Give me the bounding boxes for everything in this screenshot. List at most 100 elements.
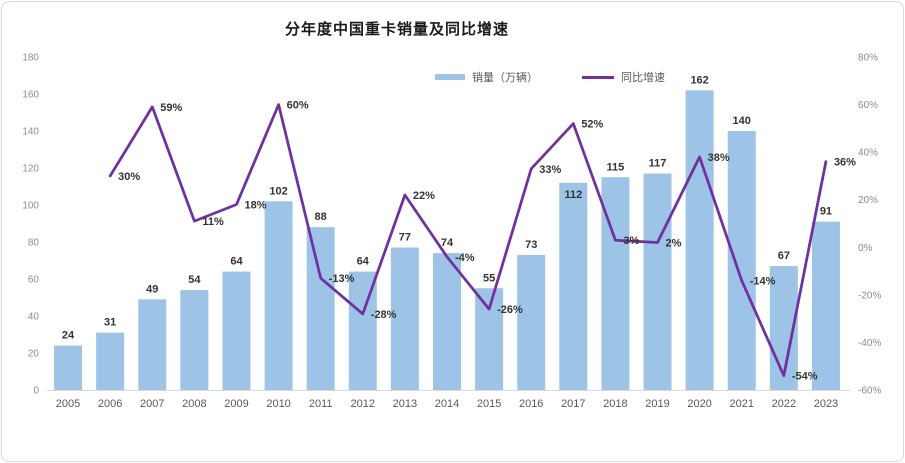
- line-label-2022: -54%: [792, 371, 818, 383]
- sales-bar-2019: [643, 173, 672, 390]
- sales-bar-2009: [222, 271, 251, 390]
- bar-label-2023: 91: [820, 206, 832, 218]
- bar-label-2008: 54: [188, 274, 201, 286]
- sales-bar-2007: [138, 299, 167, 390]
- bar-label-2012: 64: [357, 256, 370, 268]
- left-axis-tick: 20: [28, 349, 40, 360]
- line-label-2015: -26%: [497, 304, 523, 316]
- bar-label-2007: 49: [146, 283, 158, 295]
- right-axis-tick: 0%: [858, 243, 873, 254]
- bar-label-2006: 31: [104, 317, 116, 329]
- x-axis-label-2023: 2023: [814, 398, 838, 410]
- bar-label-2010: 102: [269, 185, 287, 197]
- bar-label-2018: 115: [607, 161, 625, 173]
- x-axis-label-2007: 2007: [140, 398, 164, 410]
- bar-label-2021: 140: [733, 115, 751, 127]
- sales-bar-2011: [306, 227, 335, 390]
- growth-series-label: 同比增速: [621, 72, 665, 84]
- left-axis-tick: 180: [22, 53, 39, 64]
- left-axis-tick: 120: [22, 164, 39, 175]
- bar-label-2020: 162: [690, 74, 708, 86]
- line-label-2008: 11%: [202, 216, 224, 228]
- left-axis-tick: 160: [22, 90, 39, 101]
- line-label-2017: 52%: [581, 119, 603, 131]
- right-axis-tick: 40%: [858, 148, 878, 159]
- right-axis-tick: -60%: [858, 386, 881, 397]
- legend-item-sales: 销量（万辆）: [435, 69, 538, 85]
- x-axis-label-2020: 2020: [687, 398, 711, 410]
- sales-bar-2016: [517, 254, 546, 390]
- bar-label-2013: 77: [399, 232, 411, 244]
- sales-bar-2006: [96, 332, 125, 390]
- bar-label-2019: 117: [649, 158, 667, 170]
- bar-label-2009: 64: [230, 256, 243, 268]
- line-label-2023: 36%: [834, 157, 856, 169]
- sales-bar-2023: [811, 221, 840, 390]
- left-axis-tick: 80: [28, 238, 40, 249]
- bar-label-2014: 74: [441, 237, 454, 249]
- right-axis-tick: -20%: [858, 290, 881, 301]
- line-label-2018: 3%: [623, 235, 639, 247]
- chart-title: 分年度中国重卡销量及同比增速: [284, 21, 509, 38]
- right-axis-tick: -40%: [858, 338, 881, 349]
- sales-bar-2014: [433, 253, 461, 390]
- sales-bar-2013: [390, 247, 419, 390]
- x-axis-label-2017: 2017: [561, 398, 585, 410]
- left-axis-tick: 40: [28, 312, 40, 323]
- line-label-2009: 18%: [244, 199, 266, 211]
- line-label-2012: -28%: [371, 309, 397, 321]
- sales-series-swatch: [435, 74, 465, 80]
- bar-label-2015: 55: [483, 272, 495, 284]
- chart-legend: 销量（万辆） 同比增速: [435, 69, 665, 85]
- x-axis-label-2013: 2013: [393, 398, 417, 410]
- bar-label-2005: 24: [62, 330, 75, 342]
- left-axis-tick: 0: [33, 386, 39, 397]
- x-axis-label-2022: 2022: [772, 398, 796, 410]
- x-axis-label-2016: 2016: [519, 398, 543, 410]
- left-axis-tick: 100: [22, 201, 39, 212]
- x-axis-label-2018: 2018: [603, 398, 627, 410]
- sales-series-label: 销量（万辆）: [472, 72, 538, 84]
- line-label-2014: -4%: [455, 252, 475, 264]
- line-label-2019: 2%: [666, 238, 682, 250]
- line-label-2013: 22%: [413, 190, 435, 202]
- x-axis-label-2012: 2012: [351, 398, 375, 410]
- bar-label-2022: 67: [778, 250, 790, 262]
- x-axis-label-2019: 2019: [645, 398, 669, 410]
- sales-bar-2010: [264, 201, 293, 390]
- growth-line: [108, 103, 828, 378]
- growth-series-swatch: [582, 75, 614, 79]
- line-label-2016: 33%: [539, 164, 561, 176]
- line-label-2006: 30%: [118, 171, 140, 183]
- x-axis-label-2009: 2009: [224, 398, 248, 410]
- x-axis-label-2015: 2015: [477, 398, 501, 410]
- x-axis-label-2021: 2021: [729, 398, 753, 410]
- right-axis-tick: 20%: [858, 195, 878, 206]
- x-axis-label-2014: 2014: [435, 398, 459, 410]
- sales-bar-2020: [685, 90, 714, 391]
- right-axis-tick: 80%: [858, 53, 878, 64]
- line-label-2021: -14%: [750, 276, 776, 288]
- line-label-2010: 60%: [287, 100, 309, 112]
- x-axis-label-2005: 2005: [56, 398, 80, 410]
- sales-bar-2008: [180, 290, 209, 390]
- line-label-2007: 59%: [160, 102, 182, 114]
- x-axis-label-2010: 2010: [266, 398, 290, 410]
- left-axis-tick: 60: [28, 275, 40, 286]
- sales-bar-2021: [727, 131, 756, 390]
- x-axis-label-2011: 2011: [309, 398, 333, 410]
- x-axis-label-2008: 2008: [182, 398, 206, 410]
- x-axis-label-2006: 2006: [98, 398, 122, 410]
- bar-label-2011: 88: [315, 211, 327, 223]
- bar-label-2016: 73: [525, 239, 537, 251]
- sales-bar-2017: [559, 182, 588, 390]
- line-label-2011: -13%: [329, 273, 355, 285]
- line-label-2020: 38%: [708, 152, 730, 164]
- right-axis-tick: 60%: [858, 100, 878, 111]
- bar-label-2017: 112: [564, 189, 582, 201]
- sales-bar-2005: [54, 345, 83, 390]
- left-axis-tick: 140: [22, 127, 39, 138]
- legend-item-growth: 同比增速: [582, 69, 665, 85]
